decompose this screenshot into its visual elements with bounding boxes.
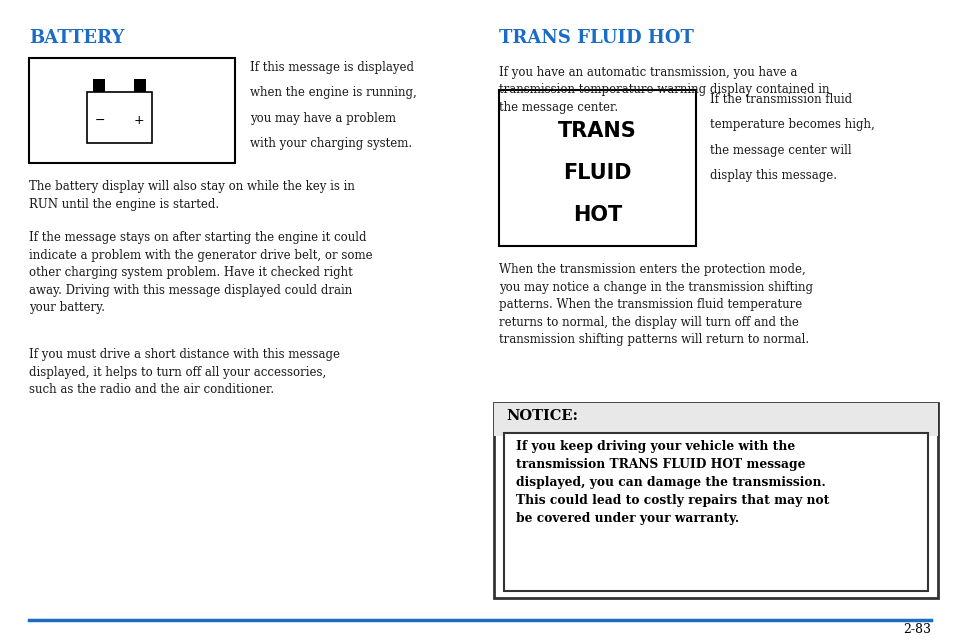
Text: If the message stays on after starting the engine it could
indicate a problem wi: If the message stays on after starting t… (29, 232, 372, 314)
Text: −: − (95, 115, 106, 127)
Bar (87, 92, 153, 143)
Text: +: + (133, 115, 144, 127)
Text: If the transmission fluid: If the transmission fluid (710, 93, 852, 106)
Text: If this message is displayed: If this message is displayed (250, 61, 414, 74)
Text: temperature becomes high,: temperature becomes high, (710, 118, 876, 131)
Text: with your charging system.: with your charging system. (250, 138, 412, 150)
Bar (93, 79, 106, 92)
Text: display this message.: display this message. (710, 170, 837, 182)
Text: when the engine is running,: when the engine is running, (250, 86, 417, 99)
Text: HOT: HOT (573, 205, 622, 225)
Bar (499, 90, 696, 246)
Text: NOTICE:: NOTICE: (506, 409, 578, 423)
Text: BATTERY: BATTERY (29, 29, 124, 47)
Bar (504, 433, 928, 591)
Text: FLUID: FLUID (564, 163, 632, 183)
Text: If you have an automatic transmission, you have a
transmission temperature warni: If you have an automatic transmission, y… (499, 66, 829, 114)
Text: 2-83: 2-83 (903, 623, 931, 636)
Text: TRANS FLUID HOT: TRANS FLUID HOT (499, 29, 694, 47)
Bar (134, 79, 147, 92)
Text: TRANS: TRANS (558, 121, 637, 141)
Bar (494, 403, 938, 436)
Text: If you must drive a short distance with this message
displayed, it helps to turn: If you must drive a short distance with … (29, 348, 340, 396)
Bar (494, 403, 938, 598)
Text: When the transmission enters the protection mode,
you may notice a change in the: When the transmission enters the protect… (499, 264, 813, 346)
Bar (29, 58, 235, 163)
Text: The battery display will also stay on while the key is in
RUN until the engine i: The battery display will also stay on wh… (29, 180, 354, 211)
Text: you may have a problem: you may have a problem (250, 112, 396, 125)
Text: If you keep driving your vehicle with the
transmission TRANS FLUID HOT message
d: If you keep driving your vehicle with th… (516, 440, 828, 525)
Text: the message center will: the message center will (710, 144, 852, 157)
